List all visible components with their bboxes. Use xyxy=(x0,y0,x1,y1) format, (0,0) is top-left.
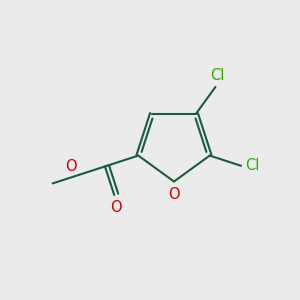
Text: O: O xyxy=(65,159,77,174)
Text: Cl: Cl xyxy=(244,158,259,173)
Text: O: O xyxy=(110,200,122,215)
Text: Cl: Cl xyxy=(210,68,224,83)
Text: O: O xyxy=(168,187,180,202)
